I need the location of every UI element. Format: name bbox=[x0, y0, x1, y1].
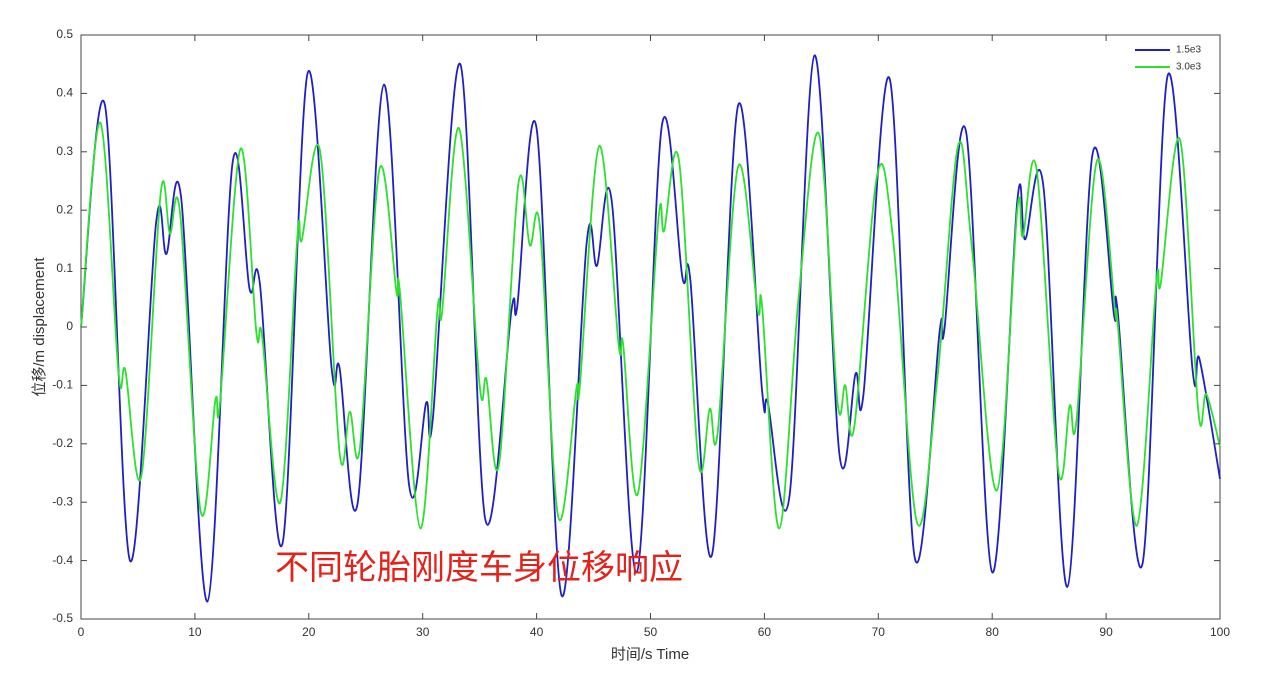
y-tick-label: -0.3 bbox=[52, 494, 73, 508]
y-tick-label: 0.2 bbox=[56, 202, 73, 216]
series-line bbox=[80, 54, 1221, 603]
y-tick-label: 0 bbox=[66, 319, 73, 333]
legend-label: 1.5e3 bbox=[1176, 45, 1201, 56]
y-tick-label: 0.4 bbox=[56, 86, 73, 100]
x-tick-label: 30 bbox=[416, 625, 430, 639]
series-line bbox=[80, 121, 1221, 530]
x-tick-label: 90 bbox=[1099, 625, 1113, 639]
y-tick-label: 0.1 bbox=[56, 261, 73, 275]
y-axis-label: 位移/m displacement bbox=[31, 257, 48, 397]
y-tick-label: 0.3 bbox=[56, 144, 73, 158]
y-tick-label: -0.4 bbox=[52, 553, 73, 567]
y-tick-label: -0.5 bbox=[52, 611, 73, 625]
x-axis-label: 时间/s Time bbox=[611, 646, 689, 663]
annotation: 不同轮胎刚度车身位移响应 bbox=[275, 549, 683, 587]
legend-label: 3.0e3 bbox=[1176, 62, 1201, 73]
x-tick-label: 80 bbox=[986, 625, 1000, 639]
x-tick-label: 60 bbox=[758, 625, 772, 639]
x-tick-label: 50 bbox=[644, 625, 658, 639]
x-tick-label: 70 bbox=[872, 625, 886, 639]
x-tick-label: 20 bbox=[302, 625, 316, 639]
x-tick-label: 0 bbox=[78, 625, 85, 639]
y-tick-label: 0.5 bbox=[56, 27, 73, 41]
x-tick-label: 40 bbox=[530, 625, 544, 639]
x-tick-label: 100 bbox=[1210, 625, 1230, 639]
y-tick-label: -0.2 bbox=[52, 436, 73, 450]
y-tick-label: -0.1 bbox=[52, 378, 73, 392]
x-tick-label: 10 bbox=[188, 625, 202, 639]
lines bbox=[80, 54, 1221, 603]
